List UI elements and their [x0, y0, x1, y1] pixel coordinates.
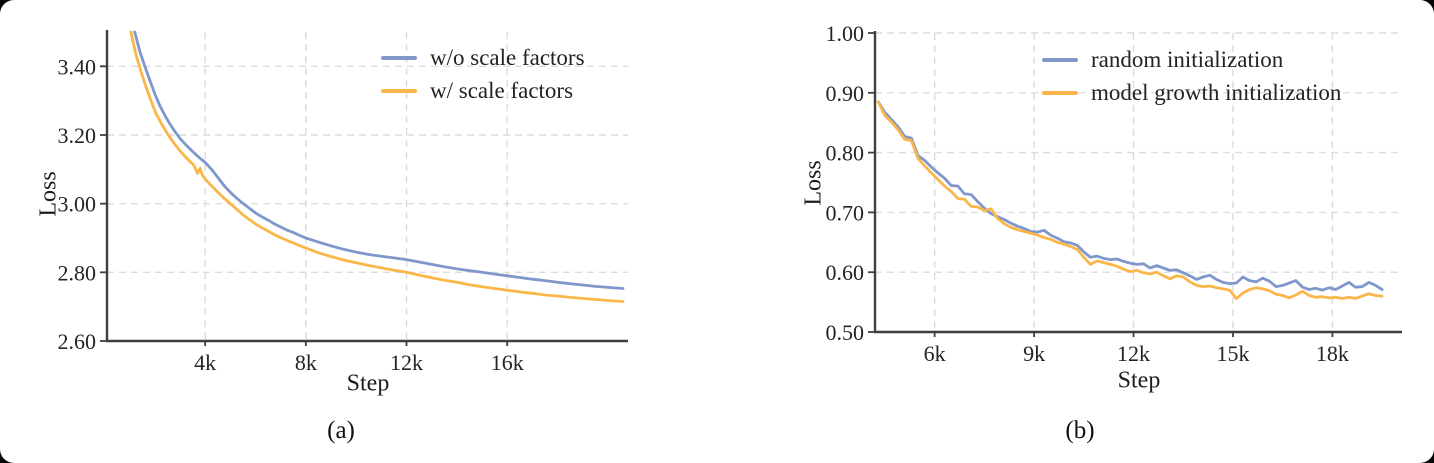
subfigure-caption-b: (b) — [1065, 417, 1095, 444]
y-tick-label: 0.60 — [826, 260, 865, 285]
y-tick-label: 0.90 — [826, 81, 865, 106]
legend-label: random initialization — [1091, 47, 1284, 72]
legend-label: w/o scale factors — [430, 45, 585, 70]
y-tick-label: 3.40 — [58, 54, 97, 79]
legend: w/o scale factors w/ scale factors — [381, 44, 585, 104]
legend-item: model growth initialization — [1042, 79, 1341, 106]
y-axis-label: Loss — [800, 160, 827, 206]
x-tick-label: 12k — [1117, 341, 1150, 366]
legend: random initialization model growth initi… — [1042, 46, 1341, 106]
chart-panel-b: 0.50 0.60 0.70 0.80 0.90 1.00 6k 9k 12k 15k 18k Lo… — [717, 0, 1434, 463]
chart-panel-a: 2.60 2.80 3.00 3.20 3.40 4k 8k 12k 16k Loss Step… — [35, 30, 628, 444]
loss-vs-step-chart-b: 0.50 0.60 0.70 0.80 0.90 1.00 6k 9k 12k 15k 18k — [826, 21, 1402, 366]
y-tick-label: 2.60 — [58, 329, 97, 354]
legend-item: random initialization — [1042, 46, 1341, 73]
x-tick-label: 9k — [1023, 341, 1045, 366]
x-axis-label: Step — [1117, 367, 1161, 394]
series-line-w-o-scale-factors — [133, 30, 625, 290]
x-tick-label: 4k — [194, 350, 216, 375]
y-tick-label: 0.50 — [826, 320, 865, 345]
y-tick-label: 3.00 — [58, 192, 97, 217]
legend-label: model growth initialization — [1091, 80, 1342, 105]
series-line-random-initialization — [876, 100, 1384, 292]
y-tick-label: 3.20 — [58, 123, 97, 148]
loss-vs-step-chart-a: 2.60 2.80 3.00 3.20 3.40 4k 8k 12k 16k — [58, 30, 628, 375]
legend-item: w/ scale factors — [381, 77, 585, 104]
legend-line-swatch-blue — [1042, 57, 1078, 62]
legend-line-swatch-orange — [381, 88, 417, 93]
y-tick-label: 2.80 — [58, 260, 97, 285]
x-tick-label: 18k — [1316, 341, 1349, 366]
y-axis-label: Loss — [35, 171, 62, 217]
x-axis-label: Step — [346, 370, 390, 397]
legend-label: w/ scale factors — [430, 78, 574, 103]
subfigure-caption-a: (a) — [327, 417, 355, 444]
series-line-w-scale-factors — [129, 30, 625, 303]
legend-line-swatch-blue — [381, 55, 417, 60]
x-tick-label: 12k — [390, 350, 423, 375]
y-tick-label: 0.80 — [826, 141, 865, 166]
x-tick-label: 6k — [924, 341, 946, 366]
series-line-model-growth-initialization — [876, 100, 1384, 300]
legend-line-swatch-orange — [1042, 90, 1078, 95]
x-tick-label: 15k — [1216, 341, 1249, 366]
y-tick-label: 0.70 — [826, 200, 865, 225]
x-tick-label: 8k — [295, 350, 317, 375]
y-tick-label: 1.00 — [826, 21, 865, 46]
legend-item: w/o scale factors — [381, 44, 585, 71]
x-tick-label: 16k — [491, 350, 524, 375]
